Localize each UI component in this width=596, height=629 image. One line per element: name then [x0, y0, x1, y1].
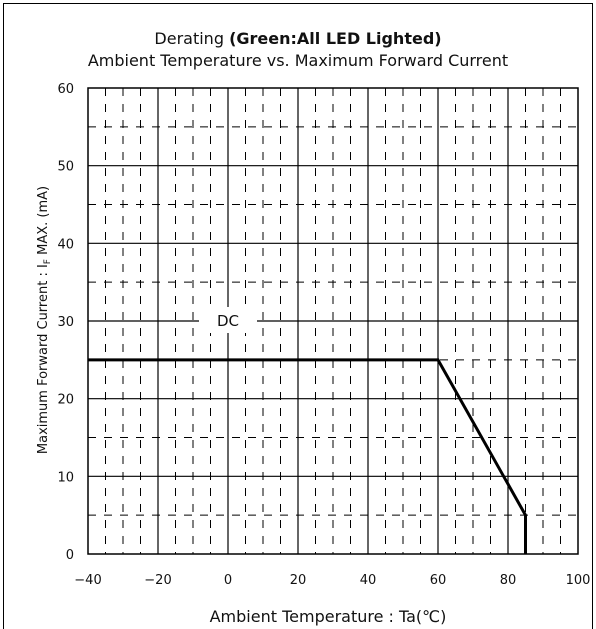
plot-area-border	[87, 87, 579, 555]
x-tick-label: 40	[360, 573, 377, 588]
y-axis-label-sub: F	[43, 259, 53, 264]
x-tick-label: 100	[566, 573, 591, 588]
x-tick-label: 0	[224, 573, 232, 588]
x-tick-labels: −40 −20 0 20 40 60 80 100	[74, 573, 590, 588]
x-tick-label: −40	[74, 573, 101, 588]
y-tick-label: 20	[57, 393, 74, 408]
y-axis-label-main: Maximum Forward Current : I	[36, 264, 51, 454]
y-tick-label: 60	[57, 82, 74, 97]
y-tick-labels: 0 10 20 30 40 50 60	[57, 82, 74, 563]
chart-title-prefix: Derating	[154, 29, 230, 48]
x-tick-label: 60	[430, 573, 447, 588]
y-tick-label: 40	[57, 237, 74, 252]
annotation-background	[199, 307, 257, 333]
x-tick-label: 20	[290, 573, 307, 588]
major-grid	[88, 88, 578, 554]
chart-subtitle: Ambient Temperature vs. Maximum Forward …	[87, 51, 509, 70]
chart-title-bold: (Green:All LED Lighted)	[229, 29, 442, 48]
annotation-dc-label: DC	[217, 312, 239, 330]
y-tick-label: 50	[57, 160, 74, 175]
series-line-dc	[88, 358, 527, 554]
y-axis-label-tail: MAX. (mA)	[36, 186, 51, 259]
x-tick-label: −20	[144, 573, 171, 588]
y-tick-label: 30	[57, 315, 74, 330]
x-tick-label: 80	[500, 573, 517, 588]
y-axis-label: Maximum Forward Current : IF MAX. (mA)	[36, 186, 53, 454]
y-tick-label: 0	[66, 548, 74, 563]
y-tick-label: 10	[57, 470, 74, 485]
series-group	[88, 358, 527, 554]
chart-title: Derating (Green:All LED Lighted)	[0, 29, 596, 48]
x-axis-label: Ambient Temperature : Ta(℃)	[210, 607, 447, 626]
chart-frame	[3, 3, 593, 629]
plot-frame	[87, 87, 579, 555]
annotation-group: DC	[199, 307, 257, 333]
